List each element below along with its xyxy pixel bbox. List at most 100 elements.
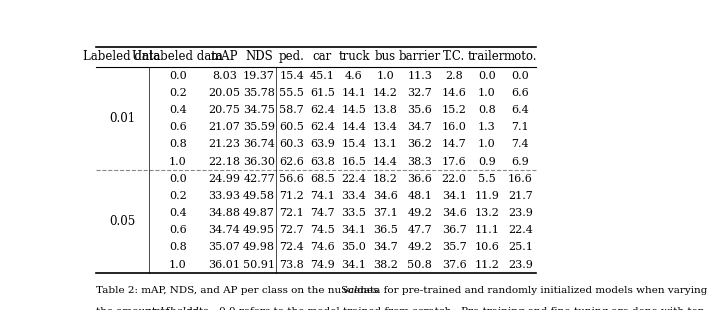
Text: 49.98: 49.98: [243, 242, 275, 252]
Text: 13.1: 13.1: [373, 140, 398, 149]
Text: T.C.: T.C.: [443, 51, 465, 63]
Text: 35.6: 35.6: [408, 105, 432, 115]
Text: 1.0: 1.0: [478, 88, 495, 98]
Text: 23.9: 23.9: [508, 260, 533, 270]
Text: 72.7: 72.7: [279, 225, 304, 235]
Text: ped.: ped.: [279, 51, 305, 63]
Text: 0.01: 0.01: [109, 112, 135, 125]
Text: 50.91: 50.91: [243, 260, 275, 270]
Text: 0.8: 0.8: [478, 105, 495, 115]
Text: 49.2: 49.2: [408, 208, 432, 218]
Text: 14.6: 14.6: [441, 88, 467, 98]
Text: 72.1: 72.1: [279, 208, 304, 218]
Text: 14.4: 14.4: [373, 157, 398, 166]
Text: 1.3: 1.3: [478, 122, 495, 132]
Text: 37.6: 37.6: [441, 260, 467, 270]
Text: truck: truck: [338, 51, 369, 63]
Text: 34.1: 34.1: [341, 260, 366, 270]
Text: 4.6: 4.6: [345, 71, 363, 81]
Text: 1.0: 1.0: [169, 157, 186, 166]
Text: 13.4: 13.4: [373, 122, 398, 132]
Text: 74.5: 74.5: [310, 225, 335, 235]
Text: 36.2: 36.2: [408, 140, 432, 149]
Text: 14.4: 14.4: [341, 122, 366, 132]
Text: 34.88: 34.88: [209, 208, 240, 218]
Text: 60.3: 60.3: [279, 140, 304, 149]
Text: 0.9: 0.9: [478, 157, 495, 166]
Text: the amount of: the amount of: [96, 308, 172, 310]
Text: 34.6: 34.6: [373, 191, 398, 201]
Text: Table 2: mAP, NDS, and AP per class on the nuScenes: Table 2: mAP, NDS, and AP per class on t…: [96, 286, 381, 295]
Text: 33.93: 33.93: [209, 191, 240, 201]
Text: 21.07: 21.07: [209, 122, 240, 132]
Text: 45.1: 45.1: [310, 71, 335, 81]
Text: 49.95: 49.95: [243, 225, 275, 235]
Text: 5.5: 5.5: [478, 174, 495, 184]
Text: 56.6: 56.6: [279, 174, 304, 184]
Text: 36.74: 36.74: [243, 140, 275, 149]
Text: 0.4: 0.4: [169, 208, 186, 218]
Text: 22.0: 22.0: [441, 174, 467, 184]
Text: 49.58: 49.58: [243, 191, 275, 201]
Text: 20.05: 20.05: [209, 88, 240, 98]
Text: 16.0: 16.0: [441, 122, 467, 132]
Text: 11.2: 11.2: [474, 260, 499, 270]
Text: 36.5: 36.5: [373, 225, 398, 235]
Text: 21.7: 21.7: [508, 191, 533, 201]
Text: barrier: barrier: [399, 51, 441, 63]
Text: 0.6: 0.6: [169, 225, 186, 235]
Text: 15.2: 15.2: [441, 105, 467, 115]
Text: 11.1: 11.1: [474, 225, 499, 235]
Text: 6.9: 6.9: [511, 157, 529, 166]
Text: 49.87: 49.87: [243, 208, 275, 218]
Text: NDS: NDS: [246, 51, 273, 63]
Text: 21.23: 21.23: [209, 140, 240, 149]
Text: 0.0: 0.0: [511, 71, 529, 81]
Text: 13.2: 13.2: [474, 208, 499, 218]
Text: 0.05: 0.05: [109, 215, 135, 228]
Text: 0.0: 0.0: [169, 71, 186, 81]
Text: 34.7: 34.7: [408, 122, 432, 132]
Text: 37.1: 37.1: [373, 208, 398, 218]
Text: 73.8: 73.8: [279, 260, 304, 270]
Text: 35.0: 35.0: [341, 242, 366, 252]
Text: Unlabeled data: Unlabeled data: [132, 51, 223, 63]
Text: 34.6: 34.6: [441, 208, 467, 218]
Text: Labeled data: Labeled data: [84, 51, 161, 63]
Text: 10.6: 10.6: [474, 242, 499, 252]
Text: 24.99: 24.99: [209, 174, 240, 184]
Text: 15.4: 15.4: [279, 71, 304, 81]
Text: 0.4: 0.4: [169, 105, 186, 115]
Text: 20.75: 20.75: [209, 105, 240, 115]
Text: 48.1: 48.1: [408, 191, 432, 201]
Text: 22.4: 22.4: [341, 174, 366, 184]
Text: 6.4: 6.4: [511, 105, 529, 115]
Text: mAP: mAP: [211, 51, 238, 63]
Text: 14.1: 14.1: [341, 88, 366, 98]
Text: val: val: [343, 286, 358, 295]
Text: trailer: trailer: [468, 51, 505, 63]
Text: 23.9: 23.9: [508, 208, 533, 218]
Text: 35.78: 35.78: [243, 88, 275, 98]
Text: 16.6: 16.6: [508, 174, 533, 184]
Text: 58.7: 58.7: [279, 105, 304, 115]
Text: 17.6: 17.6: [441, 157, 467, 166]
Text: 1.0: 1.0: [169, 260, 186, 270]
Text: 35.59: 35.59: [243, 122, 275, 132]
Text: 68.5: 68.5: [310, 174, 335, 184]
Text: 14.2: 14.2: [373, 88, 398, 98]
Text: 61.5: 61.5: [310, 88, 335, 98]
Text: 42.77: 42.77: [243, 174, 275, 184]
Text: 36.30: 36.30: [243, 157, 275, 166]
Text: car: car: [312, 51, 332, 63]
Text: 62.4: 62.4: [310, 105, 335, 115]
Text: 0.8: 0.8: [169, 140, 186, 149]
Text: 74.1: 74.1: [310, 191, 335, 201]
Text: 72.4: 72.4: [279, 242, 304, 252]
Text: 32.7: 32.7: [408, 88, 432, 98]
Text: 7.1: 7.1: [511, 122, 529, 132]
Text: 74.9: 74.9: [310, 260, 335, 270]
Text: 13.8: 13.8: [373, 105, 398, 115]
Text: 62.4: 62.4: [310, 122, 335, 132]
Text: 34.1: 34.1: [441, 191, 467, 201]
